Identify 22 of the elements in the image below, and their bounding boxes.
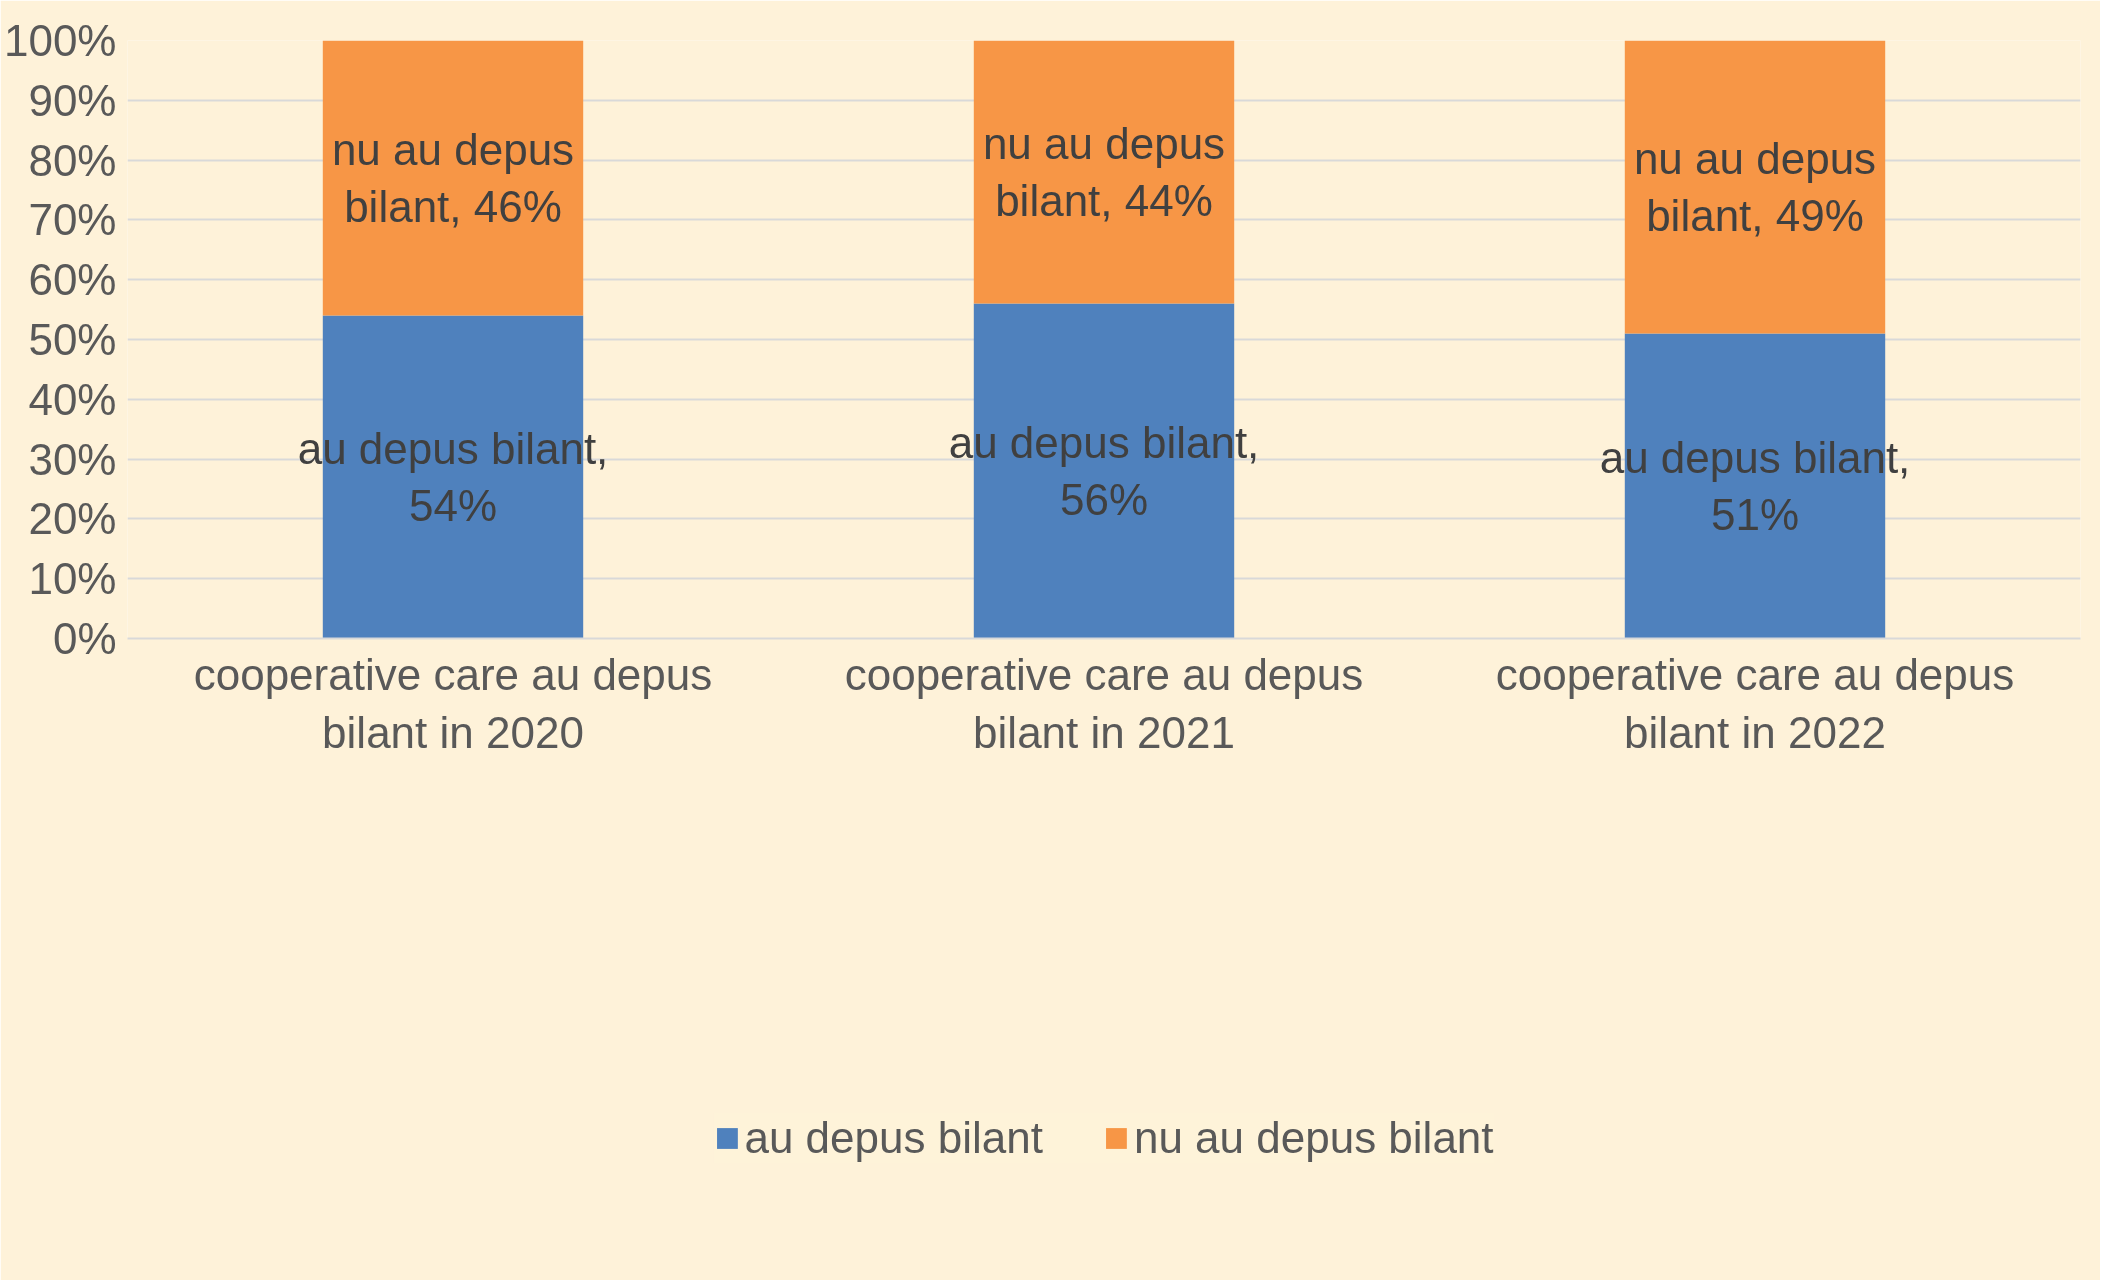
y-tick-label: 100% <box>3 16 117 65</box>
data-label: nu au depus bilant, 46% <box>331 125 575 231</box>
y-tick-label: 80% <box>28 135 117 185</box>
data-label: nu au depus bilant, 49% <box>1633 134 1877 240</box>
legend-label: au depus bilant <box>744 1112 1043 1163</box>
bar <box>322 40 584 316</box>
x-tick-label: cooperative care au depus bilant in 2021 <box>844 649 1364 758</box>
legend-label: nu au depus bilant <box>1133 1112 1494 1163</box>
x-tick-label: cooperative care au depus bilant in 2022 <box>1495 649 2015 758</box>
y-tick-label: 70% <box>28 195 117 245</box>
y-tick-label: 40% <box>28 374 117 424</box>
bar <box>1624 40 1886 334</box>
data-label: nu au depus bilant, 44% <box>982 119 1226 225</box>
y-tick-label: 90% <box>28 75 117 125</box>
y-tick-label: 0% <box>52 614 117 663</box>
x-tick-label: cooperative care au depus bilant in 2020 <box>193 649 713 758</box>
y-tick-label: 60% <box>28 255 117 305</box>
y-tick-label: 30% <box>28 434 117 484</box>
bar <box>973 40 1235 304</box>
y-tick-label: 50% <box>28 315 117 364</box>
y-tick-label: 20% <box>28 494 117 544</box>
y-tick-label: 10% <box>28 554 117 604</box>
